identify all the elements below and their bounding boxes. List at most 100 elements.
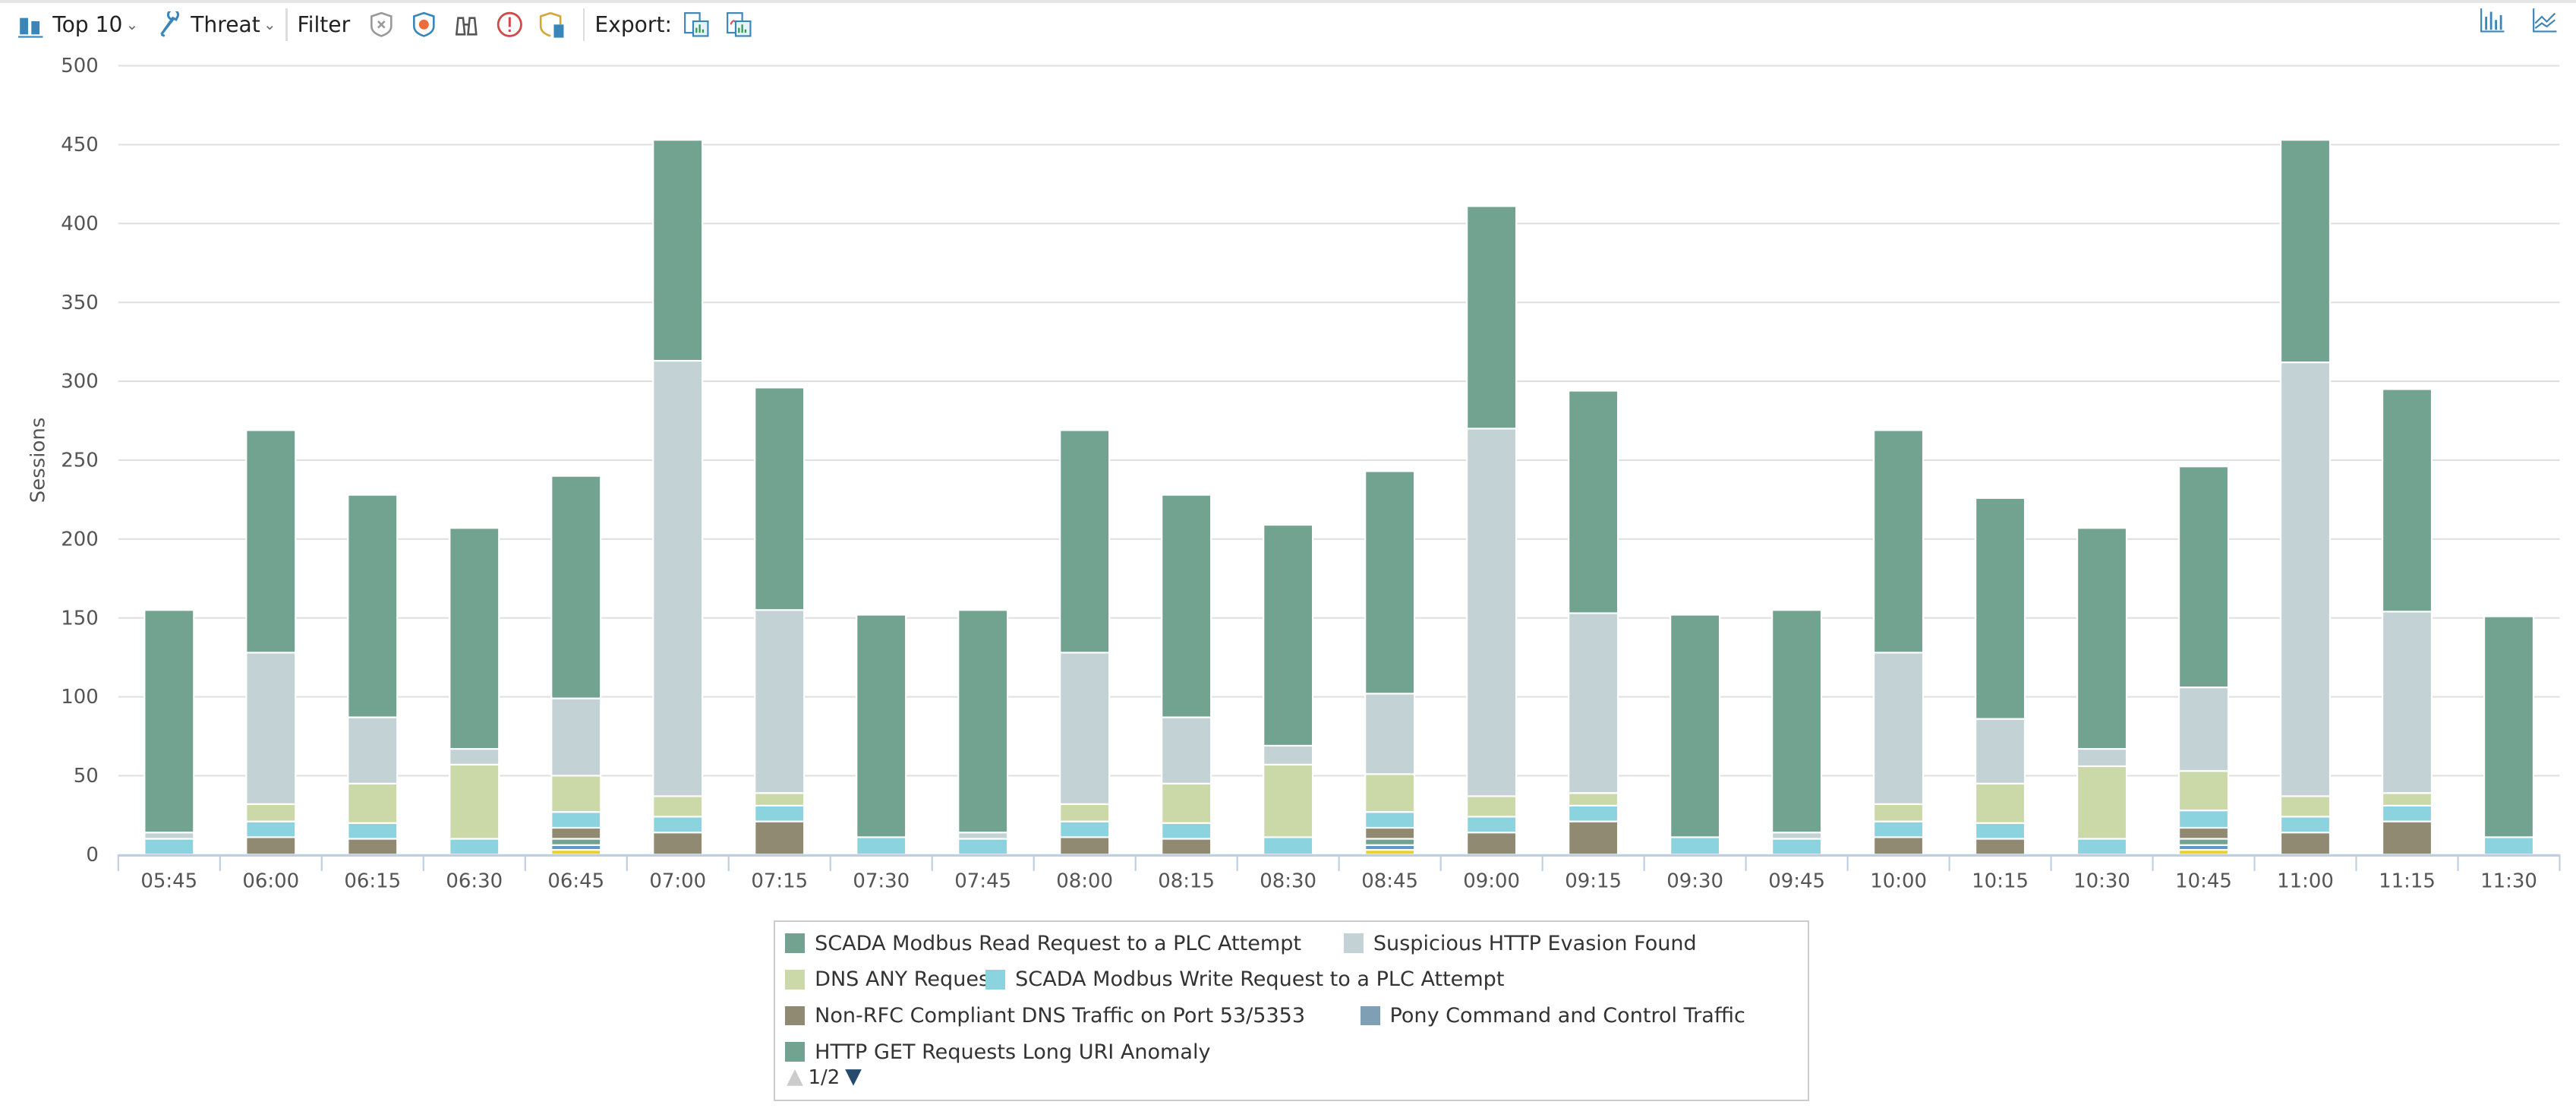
bar-segment[interactable] — [1670, 614, 1721, 838]
bar-segment[interactable] — [1059, 803, 1111, 822]
bar-segment[interactable] — [347, 494, 399, 718]
bar-segment[interactable] — [652, 139, 704, 362]
bar-segment[interactable] — [550, 826, 602, 840]
bar-segment[interactable] — [449, 748, 500, 765]
bar-segment[interactable] — [1364, 826, 1416, 840]
bar-segment[interactable] — [1873, 652, 1925, 805]
bar-segment[interactable] — [550, 475, 602, 699]
bar-segment[interactable] — [652, 816, 704, 834]
bar-segment[interactable] — [245, 836, 297, 856]
bar-segment[interactable] — [754, 387, 806, 611]
bar-segment[interactable] — [2178, 686, 2230, 772]
bar-segment[interactable] — [449, 763, 500, 840]
bar-segment[interactable] — [347, 716, 399, 784]
bar-segment[interactable] — [550, 697, 602, 777]
bar-segment[interactable] — [754, 792, 806, 807]
bar-segment[interactable] — [1466, 816, 1518, 834]
bar-segment[interactable] — [1975, 838, 2026, 856]
export-pdf-icon[interactable] — [726, 11, 752, 38]
bar-segment[interactable] — [245, 429, 297, 654]
bar-segment[interactable] — [2381, 388, 2433, 613]
threat-dropdown[interactable]: Threat ⌄ — [148, 11, 276, 38]
bar-segment[interactable] — [143, 838, 195, 856]
bar-segment[interactable] — [1466, 832, 1518, 856]
bar-segment[interactable] — [449, 527, 500, 750]
bar-segment[interactable] — [1364, 838, 1416, 846]
bar-segment[interactable] — [1364, 470, 1416, 695]
bar-segment[interactable] — [652, 359, 704, 797]
bar-segment[interactable] — [347, 822, 399, 840]
bar-segment[interactable] — [957, 832, 1009, 840]
bar-segment[interactable] — [1263, 524, 1314, 747]
bar-segment[interactable] — [1059, 652, 1111, 805]
bar-segment[interactable] — [2483, 836, 2535, 856]
bar-segment[interactable] — [1873, 820, 1925, 838]
bar-segment[interactable] — [245, 803, 297, 822]
bar-segment[interactable] — [1975, 718, 2026, 784]
bar-segment[interactable] — [1364, 811, 1416, 829]
bar-segment[interactable] — [1975, 822, 2026, 840]
bar-segment[interactable] — [2280, 795, 2332, 818]
legend-item[interactable]: SCADA Modbus Read Request to a PLC Attem… — [785, 932, 1301, 955]
bar-segment[interactable] — [2178, 838, 2230, 846]
bar-segment[interactable] — [2381, 820, 2433, 856]
bar-segment[interactable] — [2280, 139, 2332, 364]
bar-segment[interactable] — [2076, 527, 2128, 750]
bar-segment[interactable] — [1771, 832, 1823, 840]
bar-segment[interactable] — [1670, 836, 1721, 856]
binoculars-icon[interactable] — [453, 11, 480, 38]
bar-segment[interactable] — [1161, 494, 1212, 718]
bar-segment[interactable] — [347, 838, 399, 856]
bar-segment[interactable] — [550, 775, 602, 813]
bar-segment[interactable] — [1059, 429, 1111, 654]
bar-segment[interactable] — [2178, 770, 2230, 812]
bar-segment[interactable] — [1466, 795, 1518, 818]
bar-segment[interactable] — [856, 614, 907, 838]
bar-segment[interactable] — [550, 811, 602, 829]
legend-item[interactable]: SCADA Modbus Write Request to a PLC Atte… — [985, 968, 1504, 991]
bar-segment[interactable] — [1059, 836, 1111, 856]
bar-segment[interactable] — [347, 782, 399, 824]
bar-segment[interactable] — [1466, 205, 1518, 430]
bar-segment[interactable] — [652, 795, 704, 818]
bar-segment[interactable] — [2076, 838, 2128, 856]
legend-item[interactable]: Non-RFC Compliant DNS Traffic on Port 53… — [785, 1004, 1305, 1028]
bar-segment[interactable] — [1466, 428, 1518, 797]
bar-segment[interactable] — [449, 838, 500, 856]
bar-segment[interactable] — [1873, 803, 1925, 822]
bar-segment[interactable] — [1771, 838, 1823, 856]
bar-segment[interactable] — [1364, 773, 1416, 813]
bar-segment[interactable] — [1568, 612, 1619, 794]
bar-segment[interactable] — [754, 609, 806, 794]
bar-segment[interactable] — [2076, 765, 2128, 840]
bar-segment[interactable] — [143, 832, 195, 840]
export-image-icon[interactable] — [683, 11, 710, 38]
bar-segment[interactable] — [2280, 816, 2332, 834]
legend-item[interactable]: DNS ANY Request — [785, 968, 998, 991]
shield-report-icon[interactable] — [539, 11, 566, 38]
bar-segment[interactable] — [1161, 838, 1212, 856]
bar-segment[interactable] — [2381, 804, 2433, 822]
bar-segment[interactable] — [2381, 792, 2433, 807]
line-chart-view-icon[interactable] — [2532, 7, 2559, 33]
bar-segment[interactable] — [754, 804, 806, 822]
bar-segment[interactable] — [2280, 361, 2332, 797]
alert-circle-icon[interactable] — [497, 11, 523, 38]
bar-segment[interactable] — [2178, 466, 2230, 689]
shield-bug-icon[interactable] — [411, 11, 437, 38]
bar-segment[interactable] — [1975, 782, 2026, 824]
bar-segment[interactable] — [1263, 763, 1314, 838]
bar-segment[interactable] — [2280, 832, 2332, 856]
bar-segment[interactable] — [1161, 782, 1212, 824]
bar-segment[interactable] — [143, 609, 195, 834]
legend-item[interactable]: Pony Command and Control Traffic — [1360, 1004, 1745, 1028]
bar-segment[interactable] — [245, 820, 297, 838]
legend-prev-icon[interactable] — [785, 1068, 805, 1087]
bar-segment[interactable] — [2178, 826, 2230, 840]
bar-segment[interactable] — [1771, 609, 1823, 834]
bar-segment[interactable] — [1873, 836, 1925, 856]
bar-segment[interactable] — [1975, 497, 2026, 720]
bar-segment[interactable] — [1873, 429, 1925, 654]
bar-segment[interactable] — [1364, 693, 1416, 775]
bar-segment[interactable] — [1161, 716, 1212, 784]
